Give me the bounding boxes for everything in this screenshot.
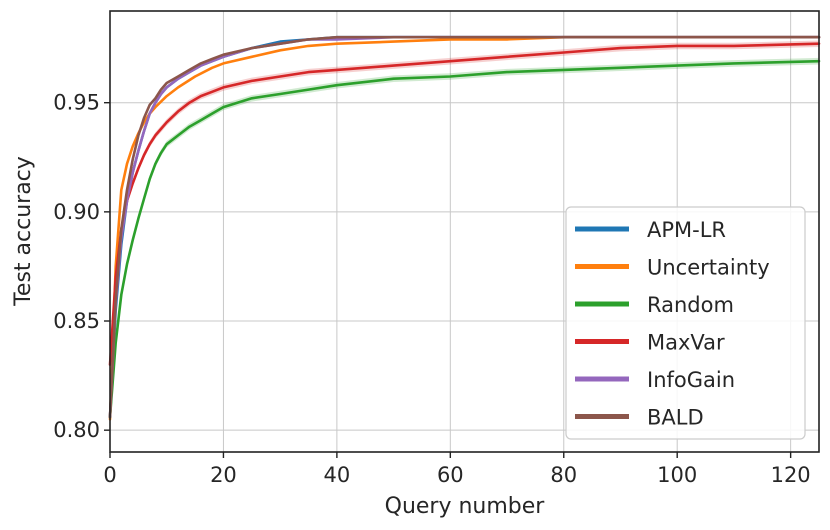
legend-label-apm-lr: APM-LR [647,218,726,242]
axis-ticks: 0 20 40 60 80 100 120 0.80 0.85 0.90 0.95 [53,91,810,487]
legend: APM-LR Uncertainty Random MaxVar InfoGain BAL… [565,206,806,440]
series-line-uncertainty [108,35,821,421]
series-line-bald [108,35,821,419]
legend-label-infogain: InfoGain [647,368,735,392]
x-tick-label: 20 [210,463,237,487]
x-tick-label: 60 [437,463,464,487]
y-tick-label: 0.95 [53,91,100,115]
legend-label-maxvar: MaxVar [647,331,725,355]
plot-area-frame [109,10,820,453]
legend-label-bald: BALD [647,406,704,430]
x-axis-title: Query number [385,494,546,519]
legend-label-random: Random [647,293,734,317]
x-tick-label: 40 [324,463,351,487]
x-tick-label: 120 [771,463,811,487]
series-line-random [108,59,821,419]
x-tick-label: 100 [657,463,697,487]
series-line-maxvar [108,42,821,367]
y-axis-title: Test accuracy [11,156,36,307]
y-tick-label: 0.85 [53,309,100,333]
x-tick-label: 80 [550,463,577,487]
y-tick-label: 0.80 [53,418,100,442]
y-tick-label: 0.90 [53,200,100,224]
legend-label-uncertainty: Uncertainty [647,256,770,280]
series-lines [108,35,821,421]
x-tick-label: 0 [103,463,116,487]
